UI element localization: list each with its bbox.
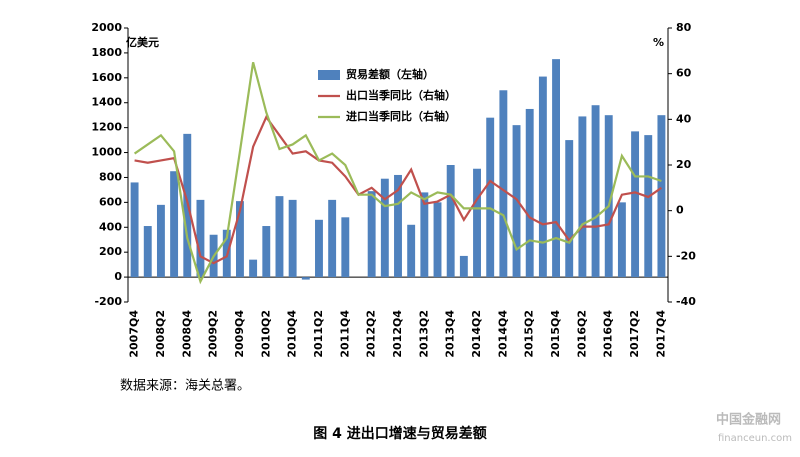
x-tick-label: 2015Q4 (549, 310, 562, 358)
bar (631, 131, 640, 278)
y-tick-label: 2000 (91, 21, 122, 34)
y-tick-label: 1800 (91, 46, 122, 59)
y-tick-label: 400 (99, 220, 122, 233)
y-tick-label: 800 (99, 170, 122, 183)
legend-label: 贸易差额（左轴） (346, 67, 434, 81)
bar (486, 117, 495, 278)
y-axis-label: 亿美元 (126, 35, 159, 49)
watermark-url: financeun.com (718, 433, 792, 444)
bar (473, 168, 481, 278)
bar (341, 217, 350, 278)
x-tick-label: 2007Q4 (128, 310, 141, 358)
bar (433, 202, 442, 278)
x-tick-label: 2014Q2 (470, 310, 483, 358)
y2-tick-label: 0 (676, 204, 684, 217)
y-tick-label: 1600 (91, 71, 122, 84)
watermark: 中国金融网 (716, 412, 781, 428)
y2-tick-label: 20 (676, 158, 692, 171)
bar (394, 174, 402, 278)
bar (459, 255, 468, 278)
y2-tick-label: 40 (676, 112, 692, 125)
y-tick-label: -200 (94, 295, 122, 308)
legend-label: 出口当季同比（右轴） (346, 88, 456, 102)
bar (617, 202, 626, 278)
y-tick-label: 200 (99, 245, 122, 258)
bar (552, 59, 560, 278)
bar (275, 196, 284, 278)
y-tick-label: 0 (114, 270, 122, 283)
bar (236, 201, 244, 278)
bar (262, 226, 271, 278)
bar (170, 171, 179, 278)
x-tick-label: 2011Q2 (312, 310, 325, 358)
bar (249, 259, 258, 278)
x-tick-label: 2016Q2 (575, 310, 588, 358)
bar (604, 115, 613, 278)
bar (538, 76, 547, 278)
bar (420, 192, 429, 278)
bar (644, 135, 653, 278)
x-tick-label: 2008Q4 (180, 310, 193, 358)
bar (196, 199, 205, 278)
y-tick-label: 1000 (91, 146, 122, 159)
legend-label: 进口当季同比（右轴） (346, 109, 456, 123)
bar (315, 219, 323, 278)
x-tick-label: 2009Q2 (207, 310, 220, 358)
x-tick-label: 2012Q2 (365, 310, 378, 358)
bar (380, 178, 389, 278)
bar (288, 199, 297, 278)
bar (657, 115, 666, 278)
x-tick-label: 2015Q2 (523, 310, 536, 358)
legend-swatch (318, 70, 340, 80)
bar (578, 116, 587, 278)
y2-tick-label: 80 (676, 21, 692, 34)
x-tick-label: 2008Q2 (154, 310, 167, 358)
bar (407, 224, 416, 278)
source: 数据来源：海关总署。 (120, 379, 250, 394)
bar (367, 191, 376, 278)
bar (499, 90, 508, 278)
bar (565, 140, 574, 278)
bar (525, 108, 534, 278)
y-tick-label: 1200 (91, 121, 122, 134)
x-tick-label: 2013Q4 (444, 310, 457, 358)
bar (328, 199, 337, 278)
bar (301, 277, 310, 280)
bar (143, 226, 152, 278)
x-tick-label: 2010Q4 (286, 310, 299, 358)
bar (591, 105, 600, 278)
x-tick-label: 2014Q4 (496, 310, 509, 358)
x-tick-label: 2016Q4 (602, 310, 615, 358)
line (133, 61, 662, 285)
y2-tick-label: -40 (676, 295, 696, 308)
bar (156, 204, 165, 278)
x-tick-label: 2017Q2 (628, 310, 641, 358)
bar (130, 182, 139, 278)
x-tick-label: 2010Q2 (259, 310, 272, 358)
x-tick-label: 2012Q4 (391, 310, 404, 358)
x-tick-label: 2011Q4 (338, 310, 351, 358)
caption: 图 4 进出口增速与贸易差额 (313, 425, 487, 442)
y-tick-label: 1400 (91, 96, 122, 109)
x-tick-label: 2009Q4 (233, 310, 246, 358)
y-tick-label: 600 (99, 195, 122, 208)
y2-axis-label: % (653, 36, 664, 49)
x-tick-label: 2017Q4 (654, 310, 667, 358)
y2-tick-label: 60 (676, 67, 692, 80)
y2-tick-label: -20 (676, 249, 696, 262)
x-tick-label: 2013Q2 (417, 310, 430, 358)
bar (446, 165, 455, 278)
